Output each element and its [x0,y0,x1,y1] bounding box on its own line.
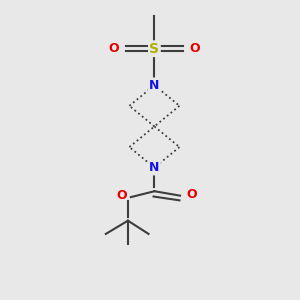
Text: O: O [109,42,119,55]
Text: N: N [149,161,160,174]
Text: N: N [149,79,160,92]
Text: O: O [116,189,127,202]
Text: S: S [149,42,159,56]
Text: O: O [189,42,200,55]
Text: O: O [186,188,196,201]
